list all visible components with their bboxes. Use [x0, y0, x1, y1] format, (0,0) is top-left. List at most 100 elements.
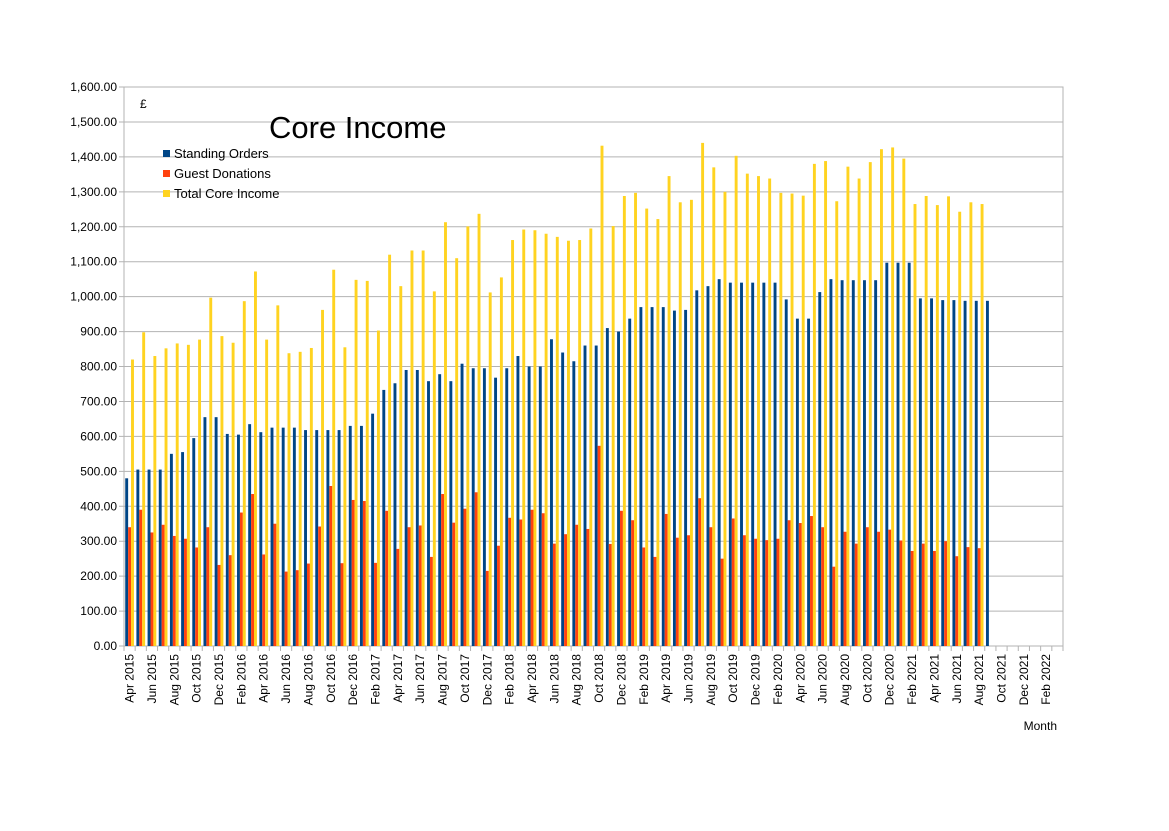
- bar-guest-donations: [485, 570, 489, 646]
- x-tick-label: Jun 2020: [816, 654, 830, 704]
- bar-guest-donations: [128, 527, 132, 646]
- bar-total-core-income: [846, 166, 850, 646]
- bar-standing-orders: [292, 427, 296, 646]
- bar-standing-orders: [382, 389, 386, 646]
- bar-guest-donations: [429, 556, 433, 646]
- bar-total-core-income: [656, 219, 660, 646]
- bar-guest-donations: [754, 538, 758, 646]
- x-tick-label: Feb 2019: [637, 654, 651, 705]
- bar-guest-donations: [910, 550, 914, 646]
- bar-total-core-income: [220, 336, 224, 646]
- bar-guest-donations: [765, 540, 769, 646]
- bar-guest-donations: [854, 543, 858, 646]
- x-tick-label: Jun 2019: [682, 654, 696, 704]
- bar-standing-orders: [371, 413, 375, 646]
- bar-total-core-income: [712, 167, 716, 646]
- bar-total-core-income: [410, 250, 414, 646]
- y-axis-unit-label: £: [140, 97, 147, 111]
- legend-label: Guest Donations: [174, 166, 271, 181]
- bar-total-core-income: [153, 356, 157, 646]
- bar-standing-orders: [158, 469, 162, 646]
- bar-total-core-income: [801, 195, 805, 646]
- bar-guest-donations: [519, 519, 523, 646]
- y-tick-label: 1,500.00: [70, 115, 117, 129]
- bar-standing-orders: [762, 282, 766, 646]
- bar-guest-donations: [877, 531, 881, 646]
- bar-guest-donations: [463, 508, 467, 646]
- bar-standing-orders: [684, 309, 688, 646]
- bar-total-core-income: [611, 226, 615, 646]
- bar-standing-orders: [896, 262, 900, 646]
- bar-guest-donations: [865, 527, 869, 646]
- y-tick-label: 200.00: [80, 569, 117, 583]
- bar-total-core-income: [332, 269, 336, 646]
- bar-guest-donations: [675, 537, 679, 646]
- bar-total-core-income: [432, 291, 436, 646]
- bar-total-core-income: [589, 228, 593, 646]
- bar-guest-donations: [586, 528, 590, 646]
- x-tick-label: Oct 2021: [995, 654, 1009, 703]
- bar-total-core-income: [723, 191, 727, 646]
- bar-total-core-income: [544, 233, 548, 647]
- bar-total-core-income: [309, 347, 313, 646]
- bar-total-core-income: [365, 280, 369, 646]
- bar-guest-donations: [798, 523, 802, 646]
- bar-total-core-income: [790, 193, 794, 646]
- bar-guest-donations: [262, 554, 266, 646]
- bar-total-core-income: [947, 196, 950, 646]
- x-tick-label: Feb 2021: [905, 654, 919, 705]
- x-tick-label: Dec 2018: [614, 654, 628, 706]
- bars: [125, 142, 989, 647]
- bar-standing-orders: [270, 427, 274, 646]
- bar-guest-donations: [787, 520, 791, 646]
- bar-standing-orders: [583, 345, 587, 646]
- legend-label: Total Core Income: [174, 186, 280, 201]
- bar-total-core-income: [779, 192, 783, 646]
- bar-standing-orders: [639, 307, 643, 646]
- bar-standing-orders: [438, 374, 442, 646]
- y-tick-label: 300.00: [80, 534, 117, 548]
- bar-guest-donations: [731, 518, 735, 646]
- bar-standing-orders: [136, 469, 140, 646]
- y-tick-label: 600.00: [80, 429, 117, 443]
- bar-standing-orders: [661, 307, 665, 646]
- bar-total-core-income: [399, 286, 403, 646]
- bar-total-core-income: [824, 161, 828, 646]
- bar-total-core-income: [880, 149, 883, 646]
- bar-standing-orders: [840, 280, 844, 646]
- bar-standing-orders: [706, 286, 710, 646]
- bar-guest-donations: [966, 547, 970, 646]
- bar-guest-donations: [899, 540, 903, 646]
- x-tick-label: Oct 2018: [592, 654, 606, 703]
- bar-guest-donations: [418, 525, 422, 646]
- x-tick-label: Apr 2020: [793, 654, 807, 703]
- bar-guest-donations: [295, 570, 299, 646]
- bar-standing-orders: [192, 438, 196, 646]
- bar-standing-orders: [952, 300, 956, 646]
- bar-standing-orders: [885, 262, 889, 646]
- bar-guest-donations: [709, 527, 713, 646]
- x-tick-label: Feb 2020: [771, 654, 785, 705]
- bar-standing-orders: [203, 417, 207, 646]
- bar-total-core-income: [600, 145, 604, 646]
- bar-guest-donations: [575, 524, 579, 646]
- x-tick-label: Aug 2021: [972, 654, 986, 706]
- bar-total-core-income: [477, 213, 481, 646]
- bar-guest-donations: [497, 545, 500, 646]
- bar-standing-orders: [874, 280, 878, 646]
- bar-total-core-income: [298, 351, 302, 646]
- bar-guest-donations: [474, 492, 478, 646]
- x-tick-label: Aug 2015: [167, 654, 181, 706]
- bar-guest-donations: [821, 527, 825, 646]
- bar-total-core-income: [376, 330, 380, 646]
- bar-guest-donations: [921, 543, 925, 646]
- bar-total-core-income: [522, 229, 526, 647]
- bar-total-core-income: [622, 196, 626, 646]
- x-tick-label: Feb 2022: [1039, 654, 1053, 705]
- bar-guest-donations: [362, 501, 366, 646]
- bar-standing-orders: [572, 361, 576, 646]
- bar-standing-orders: [550, 339, 553, 646]
- bar-total-core-income: [421, 250, 425, 646]
- bar-standing-orders: [918, 298, 922, 646]
- bar-guest-donations: [385, 510, 389, 646]
